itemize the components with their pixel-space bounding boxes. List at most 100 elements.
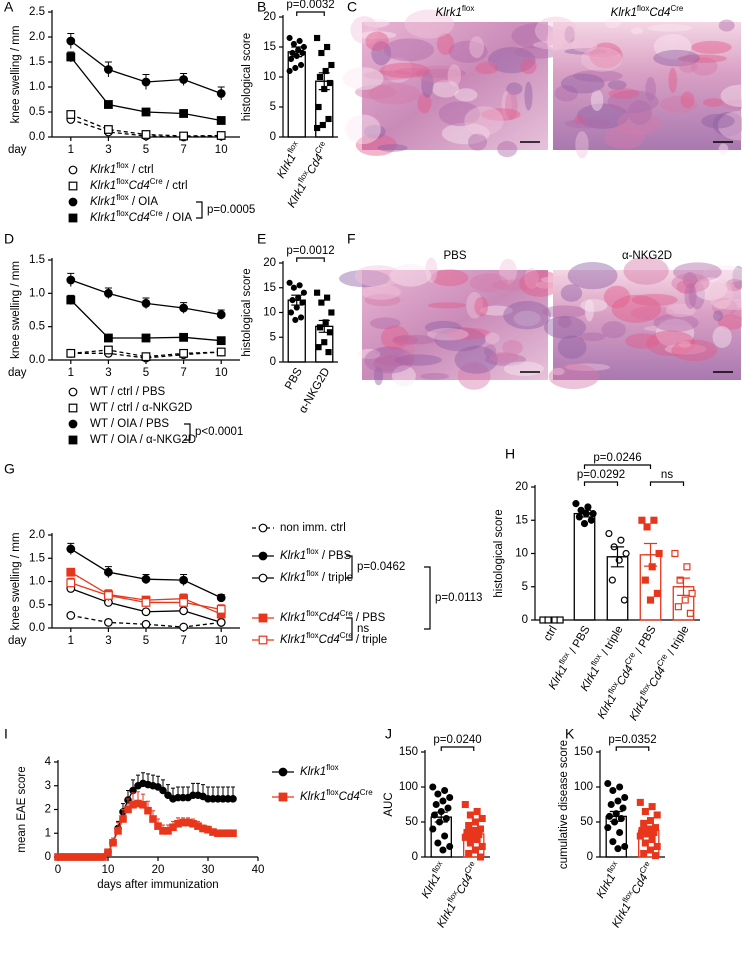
bracket bbox=[424, 566, 431, 630]
tissue bbox=[560, 73, 605, 94]
label-part: flox bbox=[462, 4, 474, 13]
marker bbox=[441, 786, 449, 795]
x-tick-label: 7 bbox=[180, 144, 186, 156]
tissue bbox=[345, 114, 381, 145]
x-tick-label: Klrk1floxCd4Cre / triple bbox=[625, 622, 692, 723]
tissue bbox=[668, 36, 678, 44]
marker bbox=[614, 797, 622, 805]
label-part: Cd4 bbox=[319, 612, 340, 624]
tissue bbox=[548, 363, 600, 390]
marker bbox=[442, 814, 450, 823]
label-part: / triple bbox=[598, 624, 626, 660]
marker bbox=[287, 309, 295, 316]
series-line bbox=[70, 349, 222, 358]
label-part: Cd4 bbox=[339, 791, 360, 803]
marker bbox=[159, 786, 167, 795]
tissue bbox=[441, 122, 490, 145]
label-part: flox bbox=[306, 569, 318, 578]
x-tick-label: 3 bbox=[105, 367, 111, 379]
tissue bbox=[701, 113, 735, 129]
histology-image bbox=[533, 16, 742, 159]
p-value: p=0.0240 bbox=[433, 734, 481, 746]
marker bbox=[114, 827, 122, 835]
label-part: flox bbox=[306, 631, 318, 640]
tissue bbox=[457, 362, 491, 390]
tissue bbox=[503, 361, 544, 377]
label-part: flox bbox=[637, 4, 649, 13]
marker bbox=[683, 563, 691, 571]
marker bbox=[179, 131, 189, 141]
tissue bbox=[448, 40, 488, 63]
tissue bbox=[578, 332, 606, 342]
label-part: Cd4 bbox=[455, 872, 476, 896]
tissue bbox=[392, 335, 419, 346]
tissue bbox=[703, 98, 724, 107]
tissue bbox=[673, 262, 722, 282]
label-part: Klrk1 bbox=[579, 665, 602, 694]
y-tick-label: 10 bbox=[515, 548, 528, 560]
image-background bbox=[362, 270, 548, 380]
marker bbox=[216, 593, 226, 603]
tissue bbox=[580, 299, 608, 312]
legend-label: Klrk1floxCd4Cre / PBS bbox=[280, 609, 386, 624]
label-part: flox bbox=[326, 763, 338, 772]
marker bbox=[641, 576, 649, 584]
marker bbox=[316, 324, 324, 331]
tissue bbox=[684, 282, 697, 310]
tissue bbox=[676, 279, 698, 295]
tissue bbox=[505, 90, 518, 121]
marker bbox=[439, 846, 447, 854]
label-part: Cd4 bbox=[630, 872, 651, 896]
marker bbox=[478, 842, 486, 851]
tissue bbox=[605, 17, 621, 29]
tissue bbox=[702, 265, 742, 284]
tissue bbox=[404, 9, 454, 39]
tissue bbox=[501, 90, 512, 119]
marker bbox=[66, 295, 76, 305]
tissue bbox=[682, 272, 698, 289]
marker bbox=[636, 832, 644, 840]
label-part: Klrk1 bbox=[435, 901, 458, 930]
marker bbox=[446, 842, 454, 851]
marker bbox=[103, 591, 113, 600]
marker bbox=[141, 298, 151, 308]
marker bbox=[216, 310, 226, 320]
marker bbox=[229, 795, 237, 803]
p-value: p=0.0462 bbox=[357, 561, 405, 573]
y-tick-label: 100 bbox=[399, 781, 418, 793]
y-tick-label: 2.5 bbox=[29, 6, 45, 18]
x-axis-label: day bbox=[8, 144, 27, 156]
image-title: α-NKG2D bbox=[622, 250, 672, 262]
marker bbox=[476, 825, 485, 833]
tissue bbox=[623, 256, 669, 285]
x-axis-label: day bbox=[8, 635, 27, 647]
legend-marker bbox=[68, 435, 78, 445]
marker bbox=[638, 516, 646, 524]
tissue bbox=[535, 281, 555, 289]
label-part: Cre bbox=[670, 4, 683, 13]
p-value: p=0.0005 bbox=[207, 204, 255, 216]
tissue bbox=[427, 328, 469, 341]
legend-marker bbox=[258, 573, 268, 583]
tissue bbox=[713, 298, 742, 311]
x-axis-label: days after immunization bbox=[97, 879, 218, 891]
marker bbox=[293, 304, 300, 311]
y-tick-label: 15 bbox=[263, 282, 276, 294]
label-part: Klrk1 bbox=[280, 572, 306, 584]
tissue bbox=[475, 62, 499, 75]
tissue bbox=[383, 38, 435, 62]
tissue bbox=[645, 76, 656, 102]
bracket bbox=[346, 617, 353, 641]
y-tick-label: 50 bbox=[580, 816, 593, 828]
bracket bbox=[649, 481, 685, 486]
marker bbox=[290, 284, 297, 291]
marker bbox=[476, 853, 485, 861]
marker bbox=[66, 36, 76, 46]
marker bbox=[432, 800, 440, 809]
legend-label: Klrk1flox / triple bbox=[280, 569, 353, 584]
tissue bbox=[379, 62, 430, 79]
y-axis-label: cumulative disease score bbox=[558, 740, 570, 869]
label-part: flox bbox=[116, 209, 128, 218]
marker bbox=[471, 818, 479, 826]
